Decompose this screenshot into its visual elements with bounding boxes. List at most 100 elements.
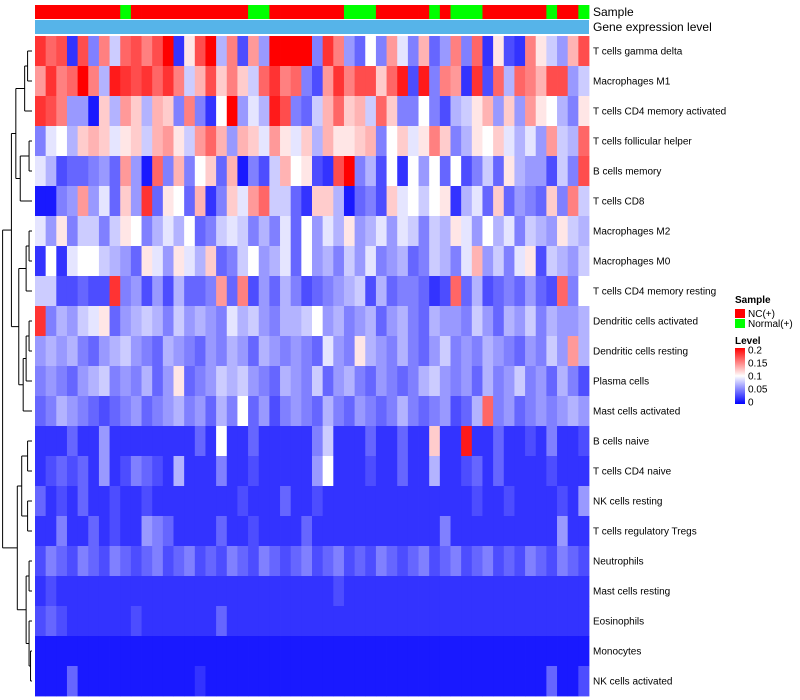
row-label: T cells gamma delta (593, 47, 683, 58)
heatmap-cell (567, 666, 579, 697)
heatmap-cell (450, 576, 462, 607)
heatmap-cell (461, 396, 473, 427)
heatmap-cells (35, 36, 590, 697)
heatmap-cell (56, 36, 68, 67)
heatmap-cell (322, 126, 334, 157)
heatmap-cell (546, 126, 558, 157)
heatmap-cell (301, 606, 313, 637)
heatmap-cell (35, 276, 47, 307)
heatmap-cell (205, 516, 217, 547)
heatmap-cell (407, 36, 419, 67)
heatmap-cell (258, 276, 270, 307)
heatmap-cell (88, 516, 100, 547)
heatmap-cell (109, 126, 121, 157)
sample-annotation-cell (237, 5, 249, 19)
heatmap-cell (514, 606, 526, 637)
heatmap-cell (205, 546, 217, 577)
heatmap-cell (429, 606, 441, 637)
heatmap-cell (450, 36, 462, 67)
heatmap-cell (557, 186, 569, 217)
heatmap-cell (248, 636, 260, 667)
heatmap-cell (535, 306, 547, 337)
heatmap-cell (365, 576, 377, 607)
heatmap-cell (535, 486, 547, 517)
heatmap-cell (130, 156, 142, 187)
heatmap-cell (109, 366, 121, 397)
heatmap-cell (248, 666, 260, 697)
heatmap-cell (333, 306, 345, 337)
heatmap-cell (439, 516, 451, 547)
heatmap-cell (375, 666, 387, 697)
heatmap-cell (503, 216, 515, 247)
heatmap-cell (280, 426, 292, 457)
heatmap-cell (216, 36, 228, 67)
heatmap-cell (162, 576, 174, 607)
heatmap-cell (130, 396, 142, 427)
heatmap-cell (418, 576, 430, 607)
heatmap-cell (525, 576, 537, 607)
heatmap-cell (205, 636, 217, 667)
heatmap-cell (237, 486, 249, 517)
heatmap-cell (205, 216, 217, 247)
heatmap-cell (407, 216, 419, 247)
heatmap-cell (493, 186, 505, 217)
heatmap-cell (482, 246, 494, 277)
heatmap-cell (184, 366, 196, 397)
heatmap-cell (439, 66, 451, 97)
heatmap-cell (258, 66, 270, 97)
heatmap-cell (56, 606, 68, 637)
sample-annotation-cell (98, 5, 110, 19)
heatmap-cell (77, 666, 89, 697)
heatmap-cell (567, 306, 579, 337)
heatmap-cell (56, 216, 68, 247)
heatmap-cell (493, 546, 505, 577)
heatmap-cell (205, 486, 217, 517)
heatmap-cell (88, 96, 100, 127)
heatmap-cell (194, 66, 206, 97)
heatmap-cell (375, 516, 387, 547)
row-label: Macrophages M1 (593, 77, 671, 88)
gene-expression-level-track (35, 20, 589, 34)
heatmap-cell (35, 216, 47, 247)
heatmap-cell (35, 126, 47, 157)
heatmap-cell (397, 606, 409, 637)
legend-entry-label: Normal(+) (748, 319, 793, 330)
heatmap-cell (535, 516, 547, 547)
heatmap-cell (503, 246, 515, 277)
heatmap-cell (258, 36, 270, 67)
heatmap-cell (386, 486, 398, 517)
heatmap-cell (365, 186, 377, 217)
heatmap-cell (503, 456, 515, 487)
heatmap-cell (141, 366, 153, 397)
heatmap-cell (397, 516, 409, 547)
heatmap-cell (493, 396, 505, 427)
heatmap-cell (280, 606, 292, 637)
heatmap-cell (237, 456, 249, 487)
heatmap-cell (290, 426, 302, 457)
heatmap-cell (375, 486, 387, 517)
heatmap-cell (194, 96, 206, 127)
heatmap-cell (226, 306, 238, 337)
heatmap-cell (237, 36, 249, 67)
heatmap-cell (312, 516, 324, 547)
heatmap-cell (557, 516, 569, 547)
heatmap-cell (514, 306, 526, 337)
heatmap-cell (343, 366, 356, 397)
row-label: Mast cells activated (593, 407, 680, 418)
heatmap-cell (386, 666, 398, 697)
heatmap-cell (375, 636, 387, 667)
heatmap-cell (162, 216, 174, 247)
heatmap-cell (567, 246, 579, 277)
heatmap-cell (482, 276, 494, 307)
heatmap-cell (66, 636, 79, 667)
heatmap-cell (120, 636, 132, 667)
heatmap-cell (120, 156, 132, 187)
heatmap-cell (162, 636, 174, 667)
heatmap-cell (354, 36, 366, 67)
heatmap-cell (162, 36, 174, 67)
heatmap-cell (407, 246, 419, 277)
heatmap-cell (450, 636, 462, 667)
heatmap-cell (130, 276, 142, 307)
heatmap-cell (514, 246, 526, 277)
